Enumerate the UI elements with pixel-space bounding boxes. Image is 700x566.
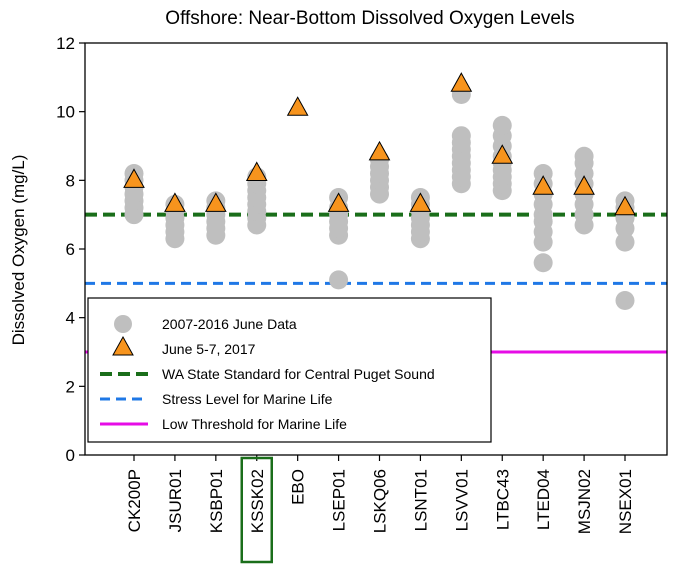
- x-category-label: MSJN02: [575, 469, 594, 534]
- data-point-historical: [615, 291, 635, 310]
- data-point-june-2017: [491, 144, 514, 164]
- x-category-label: LSEP01: [330, 469, 349, 531]
- legend-circle-marker: [114, 315, 132, 333]
- data-point-june-2017: [286, 96, 309, 116]
- legend-item-historical: 2007-2016 June Data: [162, 316, 297, 332]
- x-category-label: LTBC43: [493, 469, 512, 530]
- y-axis-label: Dissolved Oxygen (mg/L): [9, 155, 28, 346]
- legend-box: [87, 297, 492, 443]
- data-point-june-2017: [409, 192, 432, 212]
- data-point-june-2017: [450, 72, 473, 92]
- y-tick-label: 12: [56, 34, 75, 53]
- legend-triangle-marker: [112, 335, 134, 356]
- legend-item-low-threshold: Low Threshold for Marine Life: [162, 416, 347, 432]
- y-tick-label: 10: [56, 103, 75, 122]
- y-tick-label: 2: [66, 377, 75, 396]
- data-point-june-2017: [123, 168, 145, 188]
- data-point-june-2017: [573, 175, 595, 195]
- x-category-label: CK200P: [125, 469, 144, 532]
- data-point-historical: [329, 270, 349, 290]
- y-tick-label: 4: [66, 309, 75, 328]
- legend: 2007-2016 June Data June 5-7, 2017 WA St…: [87, 297, 492, 443]
- data-point-june-2017: [327, 192, 350, 212]
- legend-item-june-2017: June 5-7, 2017: [162, 341, 256, 357]
- x-category-label: KSBP01: [207, 469, 226, 533]
- x-category-label: LSKQ06: [371, 469, 390, 533]
- data-point-historical: [533, 253, 553, 273]
- data-point-historical: [574, 146, 594, 166]
- data-point-historical: [492, 115, 512, 135]
- data-point-june-2017: [204, 192, 227, 212]
- x-category-label: JSUR01: [166, 469, 185, 532]
- y-tick-label: 6: [66, 240, 75, 259]
- x-category-label: KSSK02: [248, 469, 267, 533]
- y-axis-ticks: 0 2 4 6 8 10 12: [56, 34, 85, 465]
- legend-item-stress: Stress Level for Marine Life: [162, 391, 333, 407]
- y-tick-label: 0: [66, 446, 75, 465]
- chart-title: Offshore: Near-Bottom Dissolved Oxygen L…: [165, 8, 574, 29]
- data-point-june-2017: [245, 161, 268, 181]
- legend-item-standard: WA State Standard for Central Puget Soun…: [162, 366, 435, 382]
- x-category-label: LSNT01: [411, 469, 430, 531]
- y-tick-label: 8: [66, 171, 75, 190]
- x-category-label: LSVV01: [452, 469, 471, 531]
- june-2017-points: [123, 72, 636, 216]
- x-category-label: EBO: [289, 469, 308, 505]
- highlight-box: [240, 456, 273, 564]
- data-point-june-2017: [368, 140, 391, 161]
- data-point-historical: [533, 163, 553, 183]
- x-axis-categories: CK200P JSUR01 KSBP01 KSSK02 EBO LSEP01 LSKQ06 L…: [125, 455, 635, 564]
- data-point-historical: [615, 232, 635, 252]
- x-category-label: NSEX01: [616, 469, 635, 534]
- data-point-june-2017: [614, 195, 636, 216]
- x-category-label: LTED04: [534, 469, 553, 530]
- data-point-june-2017: [164, 192, 186, 212]
- historical-points: [124, 85, 635, 310]
- data-point-historical: [451, 126, 471, 146]
- data-point-june-2017: [532, 175, 555, 195]
